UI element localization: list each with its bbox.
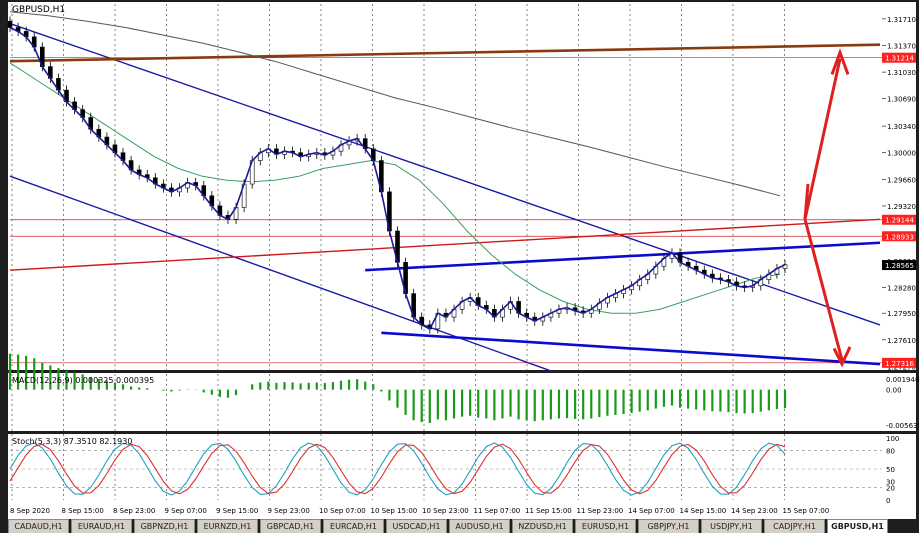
stoch-title: Stoch(5,3,3) 87.3510 82.1930	[12, 437, 132, 446]
symbol-tab[interactable]: USDCAD,H1	[386, 519, 447, 533]
time-tick-label: 11 Sep 07:00	[474, 507, 521, 515]
time-tick-label: 10 Sep 23:00	[422, 507, 469, 515]
stoch-axis	[882, 434, 916, 502]
level-price-box	[882, 52, 916, 63]
arrow-stem	[803, 183, 810, 220]
time-tick-label: 14 Sep 07:00	[628, 507, 675, 515]
candle-body	[7, 20, 13, 28]
price-tick-label: 1.28280	[887, 284, 916, 292]
symbol-tab[interactable]: EURUSD,H1	[575, 519, 636, 533]
blue-flag-bottom-line	[381, 331, 881, 366]
up-arrow-head	[830, 48, 850, 75]
symbol-tab[interactable]: CADAUD,H1	[8, 519, 69, 533]
symbol-tab[interactable]: GBPCAD,H1	[260, 519, 321, 533]
symbol-tab[interactable]: USDJPY,H1	[701, 519, 762, 533]
price-tick-label: 1.29660	[887, 176, 916, 184]
macd-tick-label: 0.00	[886, 387, 902, 395]
symbol-tab[interactable]: EURCAD,H1	[323, 519, 384, 533]
macd-axis	[882, 373, 916, 431]
up-arrow-line	[803, 58, 842, 220]
stoch-tick-label: 80	[886, 447, 895, 455]
price-tick-label: 1.30690	[887, 96, 916, 104]
stoch-tick-label: 30	[886, 478, 895, 486]
price-tick-label: 1.31370	[887, 42, 916, 50]
time-tick-label: 10 Sep 15:00	[371, 507, 418, 515]
symbol-tab[interactable]: GBPJPY,H1	[638, 519, 699, 533]
macd-tick-label: -0.005639	[886, 422, 919, 430]
stoch-signal-line	[9, 443, 786, 495]
level-price-label: 1.27316	[885, 360, 914, 368]
symbol-tab[interactable]: EURAUD,H1	[71, 519, 132, 533]
time-axis	[8, 502, 916, 519]
stoch-tick-label: 20	[886, 485, 895, 493]
price-tick-label: 1.29320	[887, 203, 916, 211]
level-price-label: 1.31214	[885, 55, 914, 63]
symbol-tab[interactable]: NZDUSD,H1	[512, 519, 573, 533]
level-price-box	[882, 214, 916, 225]
stoch-tick-label: 0	[886, 497, 890, 505]
price-tick-label: 1.31710	[887, 16, 916, 24]
level-price-box	[882, 231, 916, 242]
lower-channel-line	[9, 175, 554, 373]
time-tick-label: 10 Sep 07:00	[319, 507, 366, 515]
stoch-panel[interactable]	[8, 434, 882, 502]
time-tick-label: 8 Sep 15:00	[62, 507, 104, 515]
price-tick-label: 1.30000	[887, 150, 916, 158]
level-price-label: 1.28933	[885, 233, 914, 241]
fast-moving-average	[9, 26, 786, 330]
stoch-tick-label: 100	[886, 435, 899, 443]
candle-body	[782, 264, 788, 269]
symbol-tab[interactable]: CADJPY,H1	[764, 519, 825, 533]
price-tick-label: 1.27950	[887, 310, 916, 318]
time-tick-label: 14 Sep 15:00	[680, 507, 727, 515]
level-price-box	[882, 357, 916, 368]
symbol-tab[interactable]: GBPUSD,H1	[827, 519, 888, 533]
macd-title: MACD(12,26,9) 0.000325 0.000395	[12, 376, 154, 385]
time-tick-label: 9 Sep 15:00	[216, 507, 258, 515]
stoch-layer	[9, 442, 882, 496]
symbol-title: GBPUSD,H1	[12, 5, 65, 15]
red-support-line	[9, 218, 881, 271]
level-price-label: 1.29144	[885, 217, 914, 225]
symbol-tabs: CADAUD,H1 EURAUD,H1 GBPNZD,H1 EURNZD,H1 GBPC…	[8, 519, 888, 533]
symbol-tab[interactable]: EURNZD,H1	[197, 519, 258, 533]
time-tick-label: 8 Sep 23:00	[113, 507, 155, 515]
time-tick-label: 15 Sep 07:00	[783, 507, 830, 515]
down-arrow-line	[803, 218, 844, 361]
mid-moving-average	[9, 62, 781, 314]
price-tick-label: 1.30340	[887, 123, 916, 131]
macd-tick-label: 0.001946	[886, 376, 919, 384]
price-layer	[7, 11, 882, 373]
time-tick-label: 11 Sep 15:00	[525, 507, 572, 515]
upper-channel-line	[9, 22, 881, 326]
price-axis	[882, 2, 916, 370]
axis-labels: 8 Sep 2020 8 Sep 15:00 8 Sep 23:00 9 Sep 07…	[10, 16, 919, 515]
long-moving-average	[9, 11, 781, 197]
stoch-tick-label: 50	[886, 466, 895, 474]
symbol-tab[interactable]: AUDUSD,H1	[449, 519, 510, 533]
price-panel[interactable]	[8, 2, 882, 370]
price-tick-label: 1.31030	[887, 69, 916, 77]
blue-flag-top-line	[365, 241, 881, 272]
macd-layer	[8, 353, 787, 423]
current-price-label: 1.28565	[885, 262, 914, 270]
time-tick-label: 11 Sep 23:00	[577, 507, 624, 515]
brown-resistance-line	[9, 43, 881, 63]
time-tick-label: 9 Sep 23:00	[268, 507, 310, 515]
current-price-box	[882, 260, 916, 271]
time-tick-label: 8 Sep 2020	[10, 507, 50, 515]
down-arrow-head	[832, 346, 852, 368]
time-tick-label: 9 Sep 07:00	[165, 507, 207, 515]
price-tick-label: 1.27610	[887, 337, 916, 345]
stoch-main-line	[9, 442, 786, 496]
time-tick-label: 14 Sep 23:00	[731, 507, 778, 515]
symbol-tab[interactable]: GBPNZD,H1	[134, 519, 195, 533]
